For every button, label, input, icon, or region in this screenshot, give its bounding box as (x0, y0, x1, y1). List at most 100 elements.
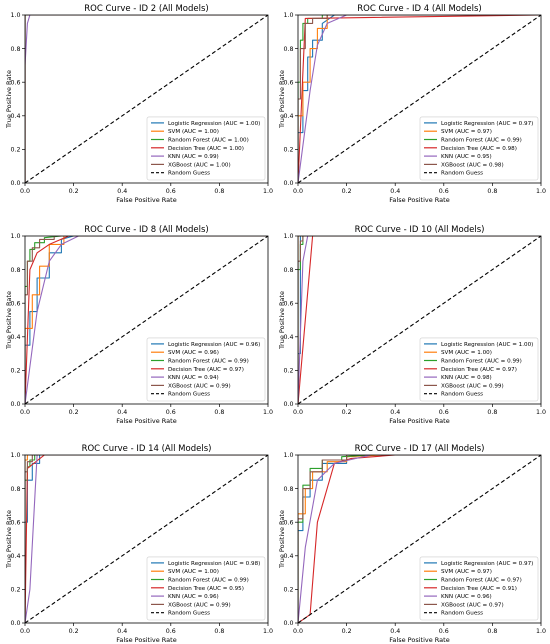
x-tick-label: 1.0 (263, 409, 273, 416)
y-tick-label: 1.0 (10, 452, 20, 459)
x-tick-label: 0.0 (20, 409, 30, 416)
series-line (298, 236, 541, 404)
legend-entry-label: KNN (AUC = 0.96) (168, 594, 219, 600)
x-tick-label: 0.0 (293, 628, 303, 635)
series-line (25, 455, 268, 623)
legend-entry-label: Random Guess (168, 392, 210, 398)
x-tick-label: 1.0 (536, 188, 546, 195)
chart-panel-1: ROC Curve - ID 2 (All Models) 0.0 0.2 0.4 0.… (5, 4, 273, 204)
plot-frame (24, 235, 269, 405)
legend: Logistic Regression (AUC = 0.97) SVM (AUC… (419, 556, 539, 621)
x-tick-label: 0.4 (390, 188, 400, 195)
y-axis-label: True Positive Rate (278, 291, 286, 350)
x-tick-label: 0.8 (487, 409, 497, 416)
plot-frame (297, 14, 542, 184)
chart-title: ROC Curve - ID 4 (All Models) (357, 4, 481, 14)
x-tick-label: 0.2 (69, 188, 79, 195)
legend-entry-label: SVM (AUC = 0.97) (441, 129, 492, 135)
legend-entry-label: SVM (AUC = 0.97) (441, 569, 492, 575)
series-group (298, 236, 541, 404)
series-line (298, 15, 541, 183)
chart-panel-5: ROC Curve - ID 14 (All Models) 0.0 0.2 0.4 0… (5, 444, 273, 644)
x-tick-label: 0.6 (439, 188, 449, 195)
y-tick-label: 0.2 (283, 147, 293, 154)
chart-title: ROC Curve - ID 2 (All Models) (84, 4, 208, 14)
plot-frame (297, 235, 542, 405)
y-tick-label: 0.6 (10, 300, 20, 307)
x-axis-label: False Positive Rate (389, 636, 449, 644)
series-line (298, 236, 541, 404)
x-axis-label: False Positive Rate (389, 196, 449, 204)
legend-box (419, 337, 539, 402)
x-tick-label: 1.0 (536, 409, 546, 416)
y-tick-label: 0.0 (283, 180, 293, 187)
y-tick-label: 0.4 (283, 113, 293, 120)
x-axis-label: False Positive Rate (116, 196, 176, 204)
y-tick-label: 0.8 (10, 46, 20, 53)
chart-title: ROC Curve - ID 10 (All Models) (355, 225, 485, 235)
series-line (25, 455, 268, 623)
legend-entry-label: Decision Tree (AUC = 0.97) (168, 367, 244, 373)
series-line (298, 455, 541, 623)
legend-box (146, 556, 266, 621)
y-tick-label: 0.6 (283, 519, 293, 526)
legend-entry-label: XGBoost (AUC = 0.98) (441, 162, 504, 168)
x-tick-label: 0.0 (20, 188, 30, 195)
y-axis-label: True Positive Rate (5, 70, 13, 129)
x-tick-label: 0.0 (293, 188, 303, 195)
x-tick-label: 0.6 (166, 188, 176, 195)
x-tick-label: 0.4 (117, 188, 127, 195)
legend-entry-label: XGBoost (AUC = 0.97) (441, 602, 504, 608)
series-group (298, 15, 541, 183)
series-line (25, 455, 268, 623)
y-tick-label: 1.0 (283, 233, 293, 240)
legend-entry-label: XGBoost (AUC = 0.99) (168, 602, 231, 608)
legend-entry-label: Logistic Regression (AUC = 0.97) (441, 121, 533, 127)
y-tick-label: 0.2 (10, 368, 20, 375)
legend-entry-label: Random Forest (AUC = 0.99) (168, 578, 249, 584)
series-line (25, 236, 268, 404)
y-tick-label: 0.0 (283, 620, 293, 627)
y-axis-label: True Positive Rate (5, 291, 13, 350)
y-tick-label: 0.6 (10, 79, 20, 86)
y-tick-label: 0.8 (283, 486, 293, 493)
legend-entry-label: Random Forest (AUC = 0.99) (168, 359, 249, 365)
legend-entry-label: XGBoost (AUC = 0.99) (168, 383, 231, 389)
series-line (298, 15, 541, 183)
x-tick-label: 0.8 (214, 628, 224, 635)
legend-entry-label: Logistic Regression (AUC = 0.97) (441, 561, 533, 567)
legend-entry-label: KNN (AUC = 0.98) (441, 375, 492, 381)
x-tick-label: 1.0 (263, 188, 273, 195)
x-tick-label: 0.2 (342, 628, 352, 635)
x-tick-label: 0.8 (487, 188, 497, 195)
x-tick-label: 0.8 (214, 409, 224, 416)
legend-entry-label: KNN (AUC = 0.95) (441, 154, 492, 160)
legend: Logistic Regression (AUC = 0.98) SVM (AUC… (146, 556, 266, 621)
legend-entry-label: SVM (AUC = 1.00) (441, 350, 492, 356)
y-tick-label: 1.0 (283, 12, 293, 19)
y-axis-label: True Positive Rate (278, 510, 286, 569)
series-line (298, 236, 541, 404)
legend-entry-label: XGBoost (AUC = 0.99) (441, 383, 504, 389)
chart-panel-2: ROC Curve - ID 4 (All Models) 0.0 0.2 0.4 0.… (278, 4, 546, 204)
x-axis-label: False Positive Rate (116, 636, 176, 644)
legend: Logistic Regression (AUC = 0.97) SVM (AUC… (419, 116, 539, 181)
y-tick-label: 0.8 (10, 486, 20, 493)
series-line (25, 455, 268, 623)
legend-entry-label: Logistic Regression (AUC = 1.00) (168, 121, 260, 127)
legend-box (146, 116, 266, 181)
series-line (25, 236, 268, 404)
legend-entry-label: Decision Tree (AUC = 0.98) (441, 146, 517, 152)
legend-entry-label: Random Forest (AUC = 0.97) (441, 578, 522, 584)
x-tick-label: 0.4 (117, 628, 127, 635)
x-tick-label: 0.4 (390, 409, 400, 416)
y-tick-label: 0.8 (283, 46, 293, 53)
y-tick-label: 1.0 (10, 12, 20, 19)
chart-title: ROC Curve - ID 14 (All Models) (82, 444, 212, 454)
legend-entry-label: Decision Tree (AUC = 1.00) (168, 146, 244, 152)
y-tick-label: 1.0 (10, 233, 20, 240)
x-tick-label: 0.6 (439, 409, 449, 416)
legend-entry-label: Logistic Regression (AUC = 0.98) (168, 561, 260, 567)
